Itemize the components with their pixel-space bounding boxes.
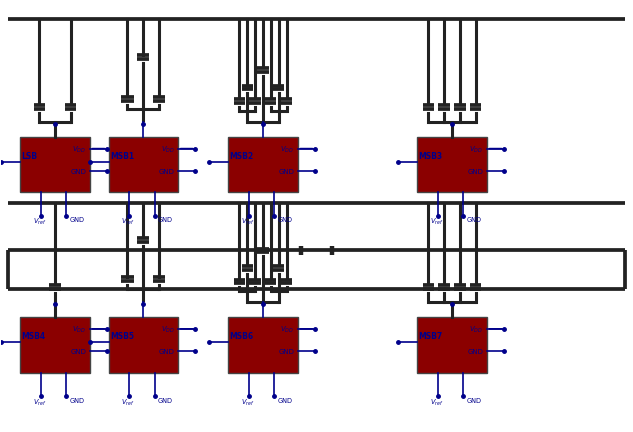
Text: MSB7: MSB7 — [418, 332, 443, 341]
Bar — [417, 137, 487, 192]
Bar — [229, 137, 298, 192]
Text: GND: GND — [159, 349, 175, 355]
Text: GND: GND — [158, 397, 173, 403]
Text: GND: GND — [277, 217, 292, 223]
Bar — [108, 317, 178, 373]
Text: GND: GND — [468, 169, 484, 175]
Text: $V_{ref}$: $V_{ref}$ — [430, 397, 444, 408]
Text: MSB3: MSB3 — [418, 152, 442, 161]
Text: $V_{DD}$: $V_{DD}$ — [161, 144, 175, 155]
Text: $V_{ref}$: $V_{ref}$ — [122, 397, 135, 408]
Text: MSB6: MSB6 — [230, 332, 254, 341]
Text: $V_{ref}$: $V_{ref}$ — [122, 217, 135, 228]
Text: $V_{ref}$: $V_{ref}$ — [241, 217, 254, 228]
Text: $V_{DD}$: $V_{DD}$ — [470, 144, 484, 155]
Text: GND: GND — [467, 217, 482, 223]
Text: MSB2: MSB2 — [230, 152, 254, 161]
Text: MSB4: MSB4 — [22, 332, 46, 341]
Text: $V_{DD}$: $V_{DD}$ — [280, 144, 294, 155]
Bar — [20, 317, 90, 373]
Text: GND: GND — [70, 217, 84, 223]
Text: GND: GND — [277, 397, 292, 403]
Text: MSB1: MSB1 — [110, 152, 134, 161]
Text: GND: GND — [468, 349, 484, 355]
Text: $V_{DD}$: $V_{DD}$ — [280, 324, 294, 335]
Text: $V_{ref}$: $V_{ref}$ — [241, 397, 254, 408]
Text: GND: GND — [279, 169, 294, 175]
Text: $V_{ref}$: $V_{ref}$ — [33, 397, 47, 408]
Text: MSB5: MSB5 — [110, 332, 134, 341]
Bar — [20, 137, 90, 192]
Text: GND: GND — [158, 217, 173, 223]
Text: $V_{ref}$: $V_{ref}$ — [33, 217, 47, 228]
Text: GND: GND — [71, 349, 87, 355]
Text: $V_{DD}$: $V_{DD}$ — [72, 144, 87, 155]
Text: $V_{ref}$: $V_{ref}$ — [430, 217, 444, 228]
Text: GND: GND — [70, 397, 84, 403]
Text: LSB: LSB — [22, 152, 37, 161]
Text: GND: GND — [71, 169, 87, 175]
Bar — [229, 317, 298, 373]
Text: $V_{DD}$: $V_{DD}$ — [161, 324, 175, 335]
Bar — [108, 137, 178, 192]
Text: GND: GND — [279, 349, 294, 355]
Bar — [417, 317, 487, 373]
Text: $V_{DD}$: $V_{DD}$ — [470, 324, 484, 335]
Text: GND: GND — [467, 397, 482, 403]
Text: GND: GND — [159, 169, 175, 175]
Text: $V_{DD}$: $V_{DD}$ — [72, 324, 87, 335]
